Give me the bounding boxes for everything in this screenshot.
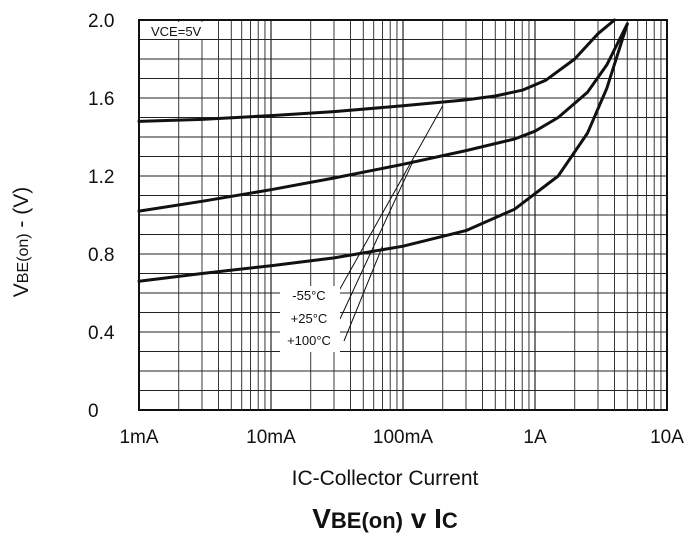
legend-leader-lines	[335, 105, 444, 342]
grid-lines	[139, 20, 667, 410]
x-tick-label: 100mA	[373, 427, 434, 448]
y-tick-labels: 0 0.4 0.8 1.2 1.6 2.0	[88, 11, 115, 422]
legend-background	[280, 286, 340, 352]
legend-leader-line	[343, 246, 384, 342]
x-tick-label: 1A	[523, 427, 547, 448]
y-tick-label: 0.8	[88, 245, 114, 266]
y-tick-label: 0	[88, 401, 99, 422]
y-axis-label: VBE(on) - (V)	[10, 187, 33, 297]
condition-label-bg	[147, 22, 217, 39]
y-tick-label: 2.0	[88, 11, 114, 32]
y-tick-label: 0.4	[88, 323, 115, 344]
legend-label: -55°C	[292, 288, 325, 303]
chart-title: VBE(on) v IC	[312, 503, 458, 534]
x-tick-label: 10A	[650, 427, 684, 448]
y-tick-label: 1.6	[88, 89, 114, 110]
chart-title-sub1: BE(on)	[331, 508, 403, 533]
x-axis-label: IC-Collector Current	[292, 467, 479, 490]
x-tick-label: 1mA	[119, 427, 158, 448]
series-lines	[137, 18, 629, 283]
series-line-1	[137, 22, 629, 213]
chart-title-v1: V	[312, 503, 331, 534]
legend-leader-line	[335, 105, 444, 297]
plot-frame	[138, 19, 668, 411]
x-tick-labels: 1mA 10mA 100mA 1A 10A	[119, 427, 684, 448]
legend: -55°C +25°C +100°C	[280, 286, 340, 352]
legend-label: +100°C	[287, 333, 331, 348]
legend-label: +25°C	[291, 311, 328, 326]
condition-label: VCE=5V	[151, 24, 202, 39]
chart-title-sub2: C	[442, 508, 458, 533]
series-line-2	[137, 22, 629, 283]
y-axis-label-v: V	[10, 283, 33, 297]
y-axis-label-sub: BE(on)	[15, 233, 32, 283]
chart-title-mid: v I	[403, 503, 442, 534]
y-tick-label: 1.2	[88, 167, 114, 188]
series-line-0	[137, 18, 616, 123]
y-axis-label-rest: - (V)	[10, 187, 33, 234]
x-tick-label: 10mA	[246, 427, 296, 448]
legend-leader-line	[339, 160, 414, 320]
